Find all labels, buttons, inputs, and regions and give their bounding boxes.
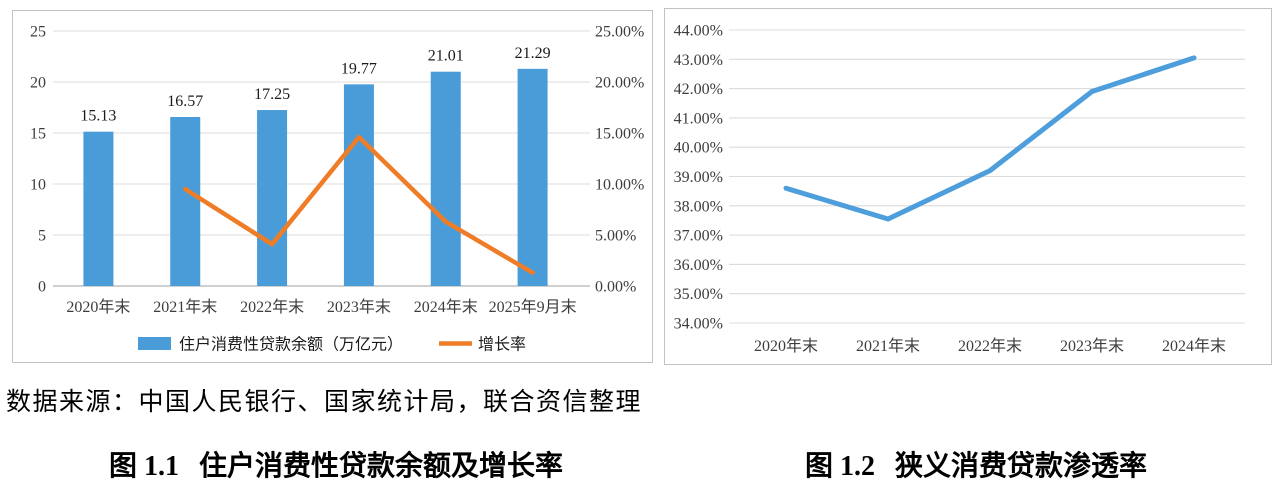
- right-axis-tick-label: 0.00%: [595, 279, 636, 296]
- right-axis-tick-label: 15.00%: [595, 126, 644, 143]
- y-axis-tick-label: 41.00%: [674, 110, 723, 127]
- line-chart-penetration-rate: 34.00% 35.00% 36.00% 37.00% 38.00% 39.00% 40.0…: [674, 23, 1245, 355]
- y-axis-tick-label: 40.00%: [674, 140, 723, 157]
- bar-2023年末: [343, 84, 374, 286]
- bar-value-label: 19.77: [341, 60, 377, 77]
- bar-value-label: 21.29: [515, 45, 551, 62]
- right-axis-tick-label: 10.00%: [595, 177, 644, 194]
- x-axis-tick-label: 2022年末: [958, 337, 1022, 355]
- figure-1-2-number: 图 1.2: [804, 451, 875, 482]
- y-axis-tick-label: 43.00%: [674, 52, 723, 69]
- y-axis-tick-label: 37.00%: [674, 228, 723, 245]
- legend-swatch-balance: [138, 337, 171, 350]
- y-axis-tick-label: 44.00%: [674, 23, 723, 40]
- y-axis-tick-label: 35.00%: [674, 286, 723, 303]
- bar-value-label: 15.13: [80, 108, 116, 125]
- bar-2022年末: [257, 110, 288, 286]
- y-axis-tick-label: 38.00%: [674, 198, 723, 215]
- x-axis-tick-label: 2021年末: [856, 337, 920, 355]
- left-axis-tick-label: 20: [30, 75, 46, 92]
- figure-1-2-caption: 图 1.2 狭义消费贷款渗透率: [672, 444, 1280, 484]
- x-axis-tick-label: 2020年末: [754, 337, 818, 355]
- figure-1-1-title: 住户消费性贷款余额及增长率: [199, 451, 564, 482]
- bar-value-label: 16.57: [167, 93, 203, 110]
- x-axis-tick-label: 2022年末: [240, 298, 304, 316]
- y-axis-tick-label: 39.00%: [674, 169, 723, 186]
- left-axis-tick-label: 5: [38, 228, 46, 245]
- data-source-note: 数据来源：中国人民银行、国家统计局，联合资信整理: [6, 389, 643, 416]
- figure-captions-row: 图 1.1 住户消费性贷款余额及增长率 图 1.2 狭义消费贷款渗透率: [0, 444, 1280, 484]
- figure-1-1-caption: 图 1.1 住户消费性贷款余额及增长率: [0, 444, 672, 484]
- bar-2021年末: [170, 116, 201, 287]
- bar-2025年9月末: [517, 68, 548, 286]
- y-axis-tick-label: 34.00%: [674, 316, 723, 333]
- left-axis-tick-label: 0: [38, 279, 46, 296]
- bar-2024年末: [430, 71, 461, 286]
- left-axis-tick-label: 25: [30, 24, 46, 41]
- right-axis-tick-label: 25.00%: [595, 24, 644, 41]
- x-axis-tick-label: 2023年末: [1060, 337, 1124, 355]
- left-axis-tick-label: 15: [30, 126, 46, 143]
- right-axis-tick-label: 20.00%: [595, 75, 644, 92]
- x-axis-tick-label: 2025年9月末: [489, 298, 577, 316]
- y-axis-tick-label: 42.00%: [674, 81, 723, 98]
- x-axis-tick-label: 2024年末: [1162, 337, 1226, 355]
- x-axis-tick-label: 2024年末: [414, 298, 478, 316]
- x-axis-tick-label: 2023年末: [327, 298, 391, 316]
- figure-1-1-chart-panel: 0 0.00% 5 5.00% 10 10.00% 15 15.00% 20 20.00% 25 25…: [12, 10, 653, 363]
- figure-1-2-chart-panel: 34.00% 35.00% 36.00% 37.00% 38.00% 39.00% 40.0…: [664, 8, 1272, 365]
- legend-label-growth: 增长率: [478, 336, 526, 354]
- figure-1-2-title: 狭义消费贷款渗透率: [895, 451, 1148, 482]
- bar-value-label: 17.25: [254, 86, 290, 103]
- growth-rate-line: [183, 134, 535, 275]
- x-axis-tick-label: 2020年末: [66, 298, 130, 316]
- left-axis-tick-label: 10: [30, 177, 46, 194]
- penetration-rate-line: [783, 55, 1197, 222]
- y-axis-tick-label: 36.00%: [674, 257, 723, 274]
- combo-chart-household-loan-balance-growth: 0 0.00% 5 5.00% 10 10.00% 15 15.00% 20 20.00% 25 25…: [30, 24, 644, 354]
- right-axis-tick-label: 5.00%: [595, 228, 636, 245]
- figure-1-1-number: 图 1.1: [108, 451, 179, 482]
- bar-value-label: 21.01: [428, 48, 464, 65]
- bar-2020年末: [83, 131, 114, 286]
- legend-label-balance: 住户消费性贷款余额（万亿元）: [179, 335, 403, 354]
- x-axis-tick-label: 2021年末: [153, 298, 217, 316]
